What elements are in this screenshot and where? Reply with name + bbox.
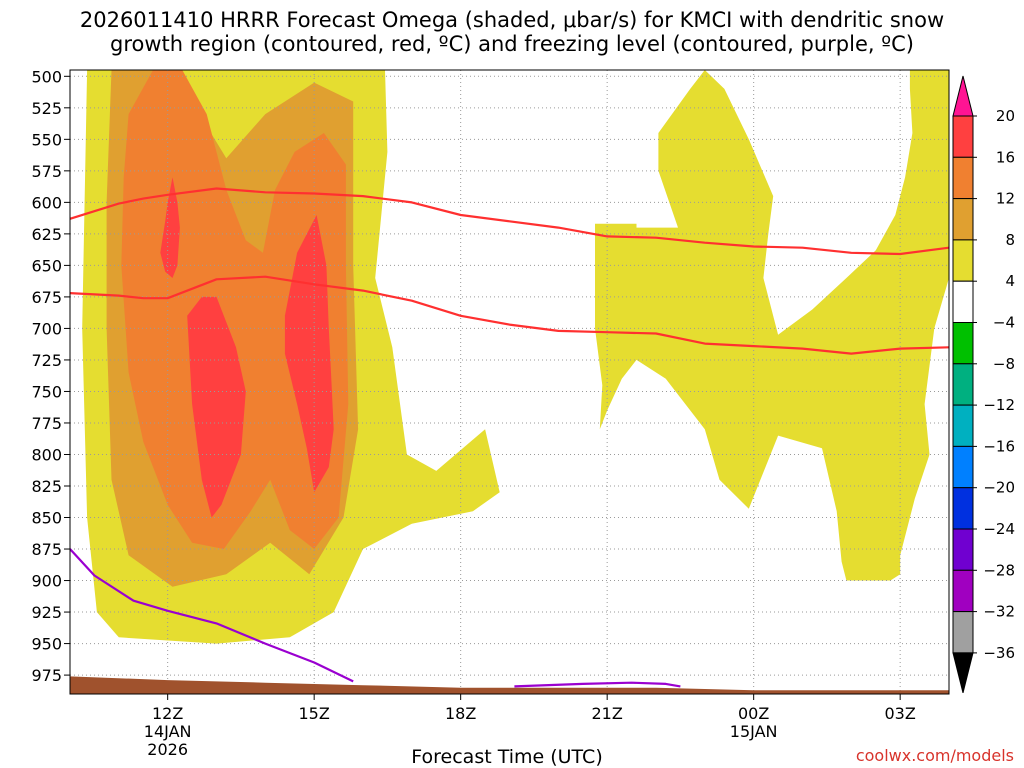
colorbar-swatch-8	[952, 445, 974, 489]
y-tick-label-850: 850	[31, 509, 62, 528]
colorbar-label-1: 16	[996, 148, 1015, 166]
plot-frame	[69, 69, 950, 695]
colorbar-swatch-10	[952, 528, 974, 571]
y-tick-label-525: 525	[31, 99, 62, 118]
x-tick-label-15Z: 15Z	[299, 704, 330, 723]
colorbar-swatch-7	[952, 404, 974, 447]
omega-region-12-3	[121, 70, 349, 549]
x-tick-year-12Z: 2026	[147, 740, 188, 759]
omega-region-16-5	[187, 296, 246, 518]
freezing-level-contour-2	[514, 681, 681, 688]
colorbar-swatch-9	[952, 487, 974, 530]
y-tick-label-625: 625	[31, 225, 62, 244]
colorbar-swatch-1	[952, 156, 974, 200]
colorbar-swatch-12	[952, 611, 974, 654]
colorbar-swatch-11	[952, 569, 974, 613]
colorbar-swatch-2	[952, 198, 974, 241]
watermark: coolwx.com/models	[856, 746, 1014, 765]
colorbar-swatch-4	[952, 280, 974, 324]
colorbar-label-10: −24	[983, 520, 1015, 538]
colorbar-swatch-0	[952, 115, 974, 158]
colorbar-label-5: −4	[993, 314, 1015, 332]
y-tick-label-700: 700	[31, 319, 62, 338]
colorbar-label-9: −20	[983, 479, 1015, 497]
y-tick-label-950: 950	[31, 635, 62, 654]
y-tick-label-800: 800	[31, 445, 62, 464]
omega-region-4-1	[595, 70, 949, 581]
colorbar-swatch-3	[952, 239, 974, 282]
y-tick-label-600: 600	[31, 193, 62, 212]
dgz-upper-contour	[70, 187, 949, 256]
chart-title-line2: growth region (contoured, red, ºC) and f…	[110, 32, 914, 56]
colorbar-top-arrow	[952, 75, 974, 117]
colorbar-label-8: −16	[983, 437, 1015, 455]
y-tick-label-550: 550	[31, 130, 62, 149]
x-tick-label-00Z: 00Z	[738, 704, 769, 723]
y-tick-label-575: 575	[31, 162, 62, 181]
y-tick-label-775: 775	[31, 414, 62, 433]
colorbar-label-2: 12	[996, 190, 1015, 208]
x-tick-label-03Z: 03Z	[885, 704, 916, 723]
x-tick-label-12Z: 12Z	[152, 704, 183, 723]
y-tick-label-650: 650	[31, 256, 62, 275]
colorbar-label-12: −32	[983, 603, 1015, 621]
dgz-lower-contour	[70, 275, 949, 355]
colorbar-label-3: 8	[1005, 231, 1015, 249]
colorbar-label-11: −28	[983, 561, 1015, 579]
y-tick-label-875: 875	[31, 540, 62, 559]
y-tick-label-975: 975	[31, 666, 62, 685]
colorbar-label-7: −12	[983, 396, 1015, 414]
plot-area	[70, 70, 949, 694]
colorbar-label-13: −36	[983, 644, 1015, 662]
y-tick-label-500: 500	[31, 67, 62, 86]
x-tick-label-21Z: 21Z	[592, 704, 623, 723]
colorbar-swatch-6	[952, 363, 974, 406]
colorbar-bottom-arrow	[952, 652, 974, 694]
y-tick-label-750: 750	[31, 382, 62, 401]
colorbar-label-0: 20	[996, 107, 1015, 125]
colorbar-swatch-5	[952, 322, 974, 365]
x-tick-date-00Z: 15JAN	[730, 722, 778, 741]
terrain-fill	[70, 676, 949, 694]
chart-title-line1: 2026011410 HRRR Forecast Omega (shaded, …	[79, 8, 945, 32]
colorbar-label-6: −8	[993, 355, 1015, 373]
x-axis-title: Forecast Time (UTC)	[411, 746, 602, 768]
x-tick-label-18Z: 18Z	[445, 704, 476, 723]
y-tick-label-725: 725	[31, 351, 62, 370]
freezing-level-contour	[70, 548, 354, 683]
y-tick-label-825: 825	[31, 477, 62, 496]
x-tick-date-12Z: 14JAN	[144, 722, 192, 741]
plot-clip-group	[70, 70, 949, 694]
axes: 500 525 550 575 600 625 650 675 700 725 750 775 800 8…	[31, 67, 950, 759]
y-tick-label-900: 900	[31, 572, 62, 591]
colorbar-label-4: 4	[1005, 272, 1015, 290]
y-tick-label-925: 925	[31, 603, 62, 622]
chart-title: 2026011410 HRRR Forecast Omega (shaded, …	[0, 8, 1024, 56]
y-tick-label-675: 675	[31, 288, 62, 307]
colorbar: 20 16 12 8 4 −4 −8 −12 −16 −20 −24 −28 −32 −36	[952, 75, 1015, 694]
